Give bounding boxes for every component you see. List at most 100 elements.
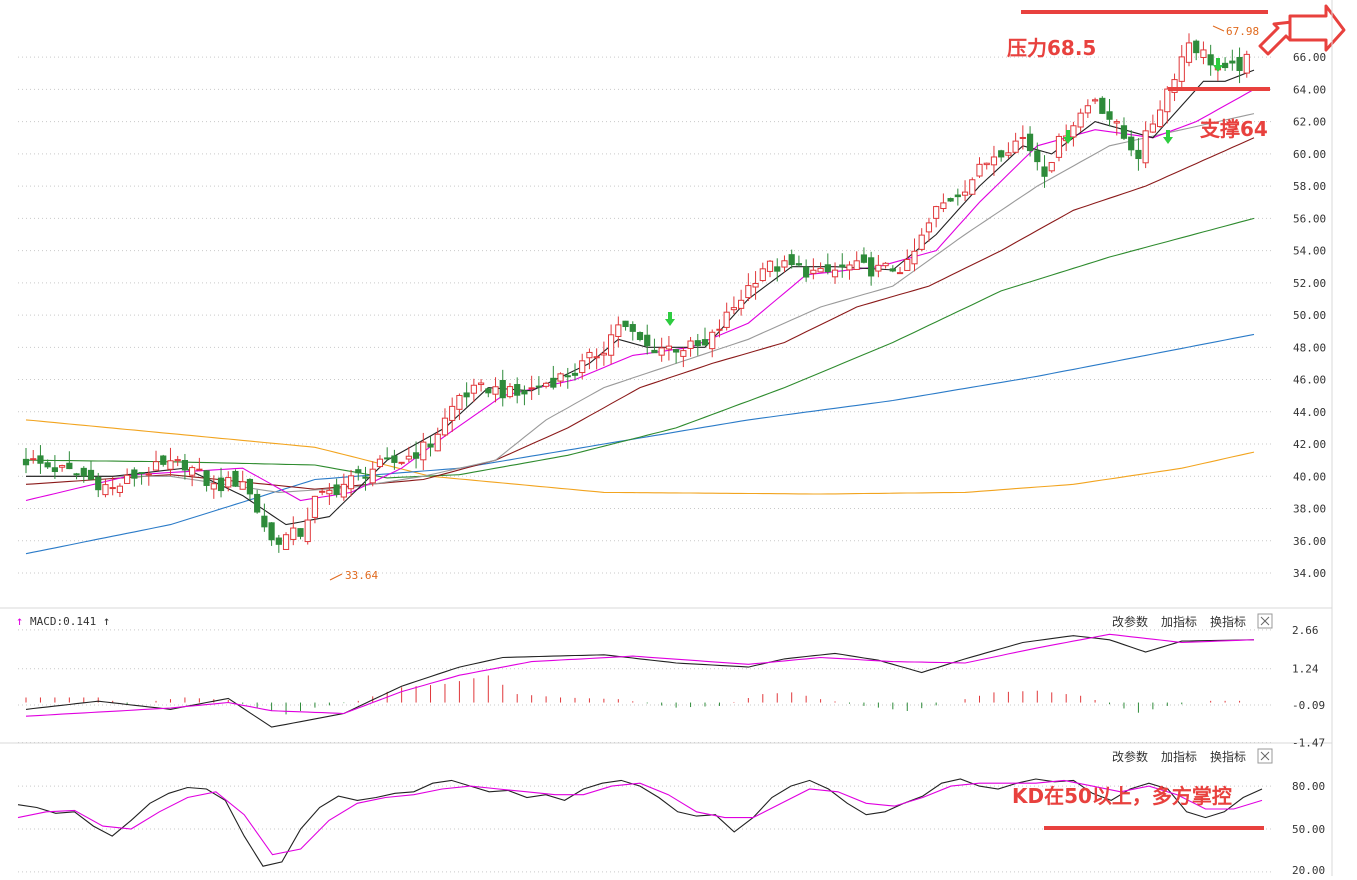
macd-y-axis: 2.66 1.24 -0.09 -1.47 — [1292, 624, 1325, 750]
candle-up — [59, 465, 66, 468]
candle-down — [275, 537, 282, 545]
y-tick-label: 1.24 — [1292, 663, 1319, 676]
candle-down — [1229, 60, 1236, 64]
candle-down — [297, 528, 304, 537]
candle-up — [615, 324, 622, 337]
candle-up — [759, 268, 766, 282]
candle-down — [1135, 149, 1142, 160]
candle-down — [521, 390, 528, 395]
candle-up — [456, 394, 463, 410]
candle-down — [181, 459, 189, 471]
signal-arrow-icon — [665, 312, 675, 326]
macd-switch-indicator-button[interactable]: 换指标 — [1210, 614, 1246, 629]
candle-down — [651, 349, 658, 354]
candle-down — [1120, 125, 1128, 139]
candle-down — [333, 484, 340, 495]
candle-down — [694, 340, 701, 347]
candle-up — [196, 468, 203, 471]
candle-up — [528, 387, 535, 390]
y-tick-label: 56.00 — [1293, 212, 1326, 225]
candle-up — [282, 534, 290, 550]
macd-line — [25, 635, 1255, 728]
candle-down — [384, 457, 391, 460]
macd-change-params-button[interactable]: 改参数 — [1112, 614, 1148, 629]
candle-up — [716, 328, 723, 331]
candle-up — [665, 345, 672, 350]
candle-up — [304, 519, 311, 543]
candle-up — [492, 386, 499, 395]
macd-line — [25, 633, 1255, 717]
kd-close-icon[interactable] — [1257, 748, 1273, 764]
moving-average-lines — [25, 69, 1255, 555]
macd-histogram — [25, 675, 1241, 715]
candle-up — [109, 487, 116, 490]
candle-up — [593, 356, 600, 359]
y-tick-label: 66.00 — [1293, 51, 1326, 64]
candle-up — [586, 351, 593, 359]
candle-up — [1077, 112, 1084, 128]
candle-down — [1041, 166, 1048, 177]
y-tick-label: 64.00 — [1293, 83, 1326, 96]
ma-line — [26, 69, 1255, 526]
candle-up — [745, 285, 752, 299]
candle-up — [608, 334, 615, 356]
candle-up — [420, 441, 427, 461]
candle-up — [933, 206, 940, 219]
candle-up — [449, 405, 456, 421]
candle-up — [600, 352, 607, 356]
candle-up — [976, 163, 983, 177]
candle-up — [1113, 121, 1120, 124]
y-tick-label: 80.00 — [1292, 780, 1325, 793]
signal-arrow-icon — [1063, 130, 1073, 144]
candle-down — [774, 266, 781, 272]
candle-up — [709, 331, 716, 350]
candle-down — [514, 384, 521, 396]
low-marker: 33.64 — [329, 569, 378, 582]
high-marker: 67.98 — [1212, 25, 1259, 38]
kd-switch-indicator-button[interactable]: 换指标 — [1210, 749, 1246, 764]
kd-add-indicator-button[interactable]: 加指标 — [1161, 749, 1197, 764]
candle-up — [152, 461, 160, 471]
candle-down — [268, 522, 275, 541]
ma-line — [25, 333, 1255, 555]
y-tick-label: 60.00 — [1293, 148, 1326, 161]
candle-up — [340, 483, 347, 498]
candle-down — [80, 467, 87, 477]
macd-label-arrow-icon: ↑ — [103, 614, 110, 628]
candle-down — [37, 455, 44, 464]
signal-arrow-icon — [1163, 130, 1173, 144]
candle-down — [889, 268, 896, 272]
kd-y-axis: 80.00 50.00 20.00 — [1292, 780, 1325, 877]
candle-up — [1048, 162, 1055, 172]
candle-down — [485, 388, 492, 394]
candle-down — [644, 334, 651, 347]
candle-up — [738, 299, 745, 309]
candle-up — [579, 360, 586, 374]
signal-arrow-icon — [1213, 58, 1223, 72]
kd-toolbar: 改参数 加指标 换指标 — [1112, 748, 1273, 764]
candle-up — [723, 311, 730, 328]
candle-up — [1178, 56, 1185, 82]
candle-down — [138, 472, 145, 475]
candle-down — [362, 476, 369, 479]
candle-up — [477, 382, 485, 386]
candle-up — [940, 202, 947, 210]
candle-up — [405, 455, 412, 460]
candle-up — [990, 156, 998, 166]
candle-down — [795, 263, 803, 266]
candle-up — [983, 162, 990, 166]
candle-up — [1012, 140, 1019, 153]
macd-close-icon[interactable] — [1257, 613, 1273, 629]
candle-down — [1106, 111, 1113, 120]
candle-up — [810, 269, 817, 274]
kd-change-params-button[interactable]: 改参数 — [1112, 749, 1148, 764]
candle-down — [261, 515, 268, 528]
ma-line — [26, 113, 1255, 493]
candle-down — [673, 349, 680, 353]
candle-down — [636, 332, 644, 341]
candle-up — [326, 489, 333, 495]
macd-add-indicator-button[interactable]: 加指标 — [1161, 614, 1197, 629]
candle-up — [766, 260, 774, 272]
candle-up — [882, 262, 889, 267]
y-tick-label: 50.00 — [1292, 823, 1325, 836]
